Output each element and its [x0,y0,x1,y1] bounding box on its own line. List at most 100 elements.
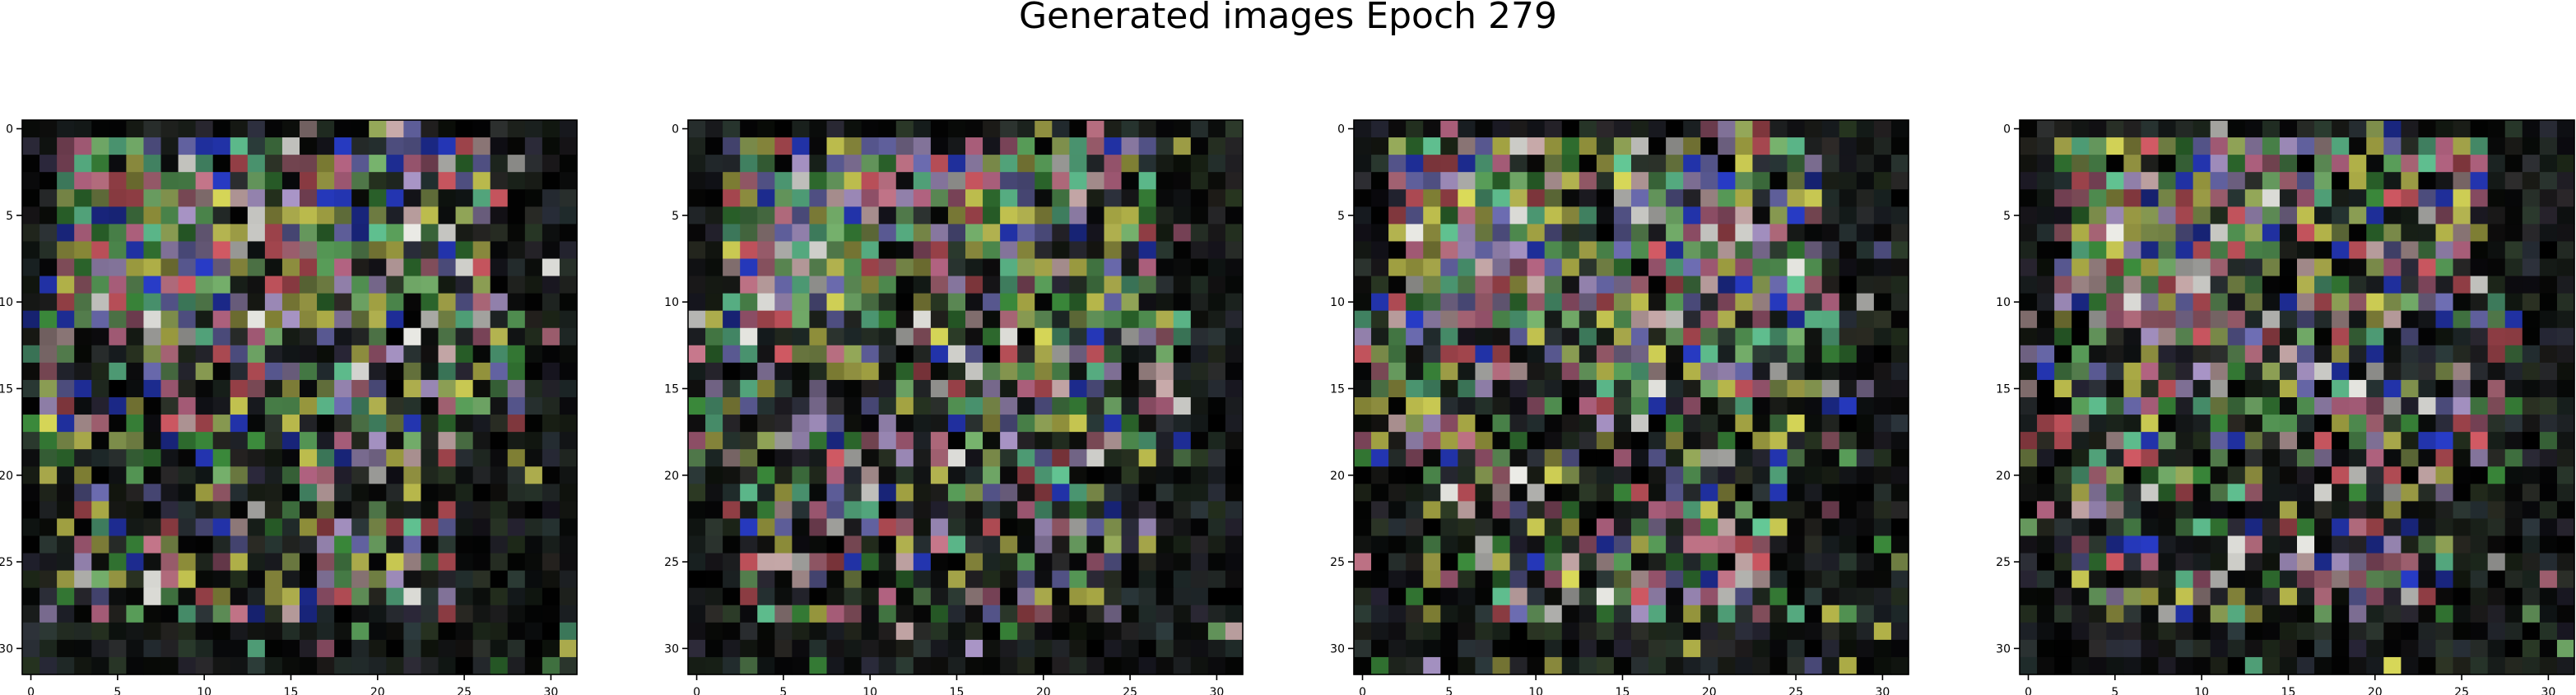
pixel [723,553,741,572]
pixel [57,466,75,484]
pixel [2175,258,2194,277]
pixel [264,189,283,207]
pixel [2401,518,2420,537]
pixel [2401,587,2420,606]
pixel [792,189,811,207]
pixel [2089,206,2107,225]
pixel [2192,639,2211,658]
pixel [421,189,439,207]
pixel [2539,535,2558,554]
pixel [965,553,983,572]
pixel [1700,449,1718,467]
pixel [2106,362,2124,381]
pixel [317,622,335,641]
pixel [1423,484,1441,502]
pixel [1804,137,1823,155]
pixel [983,501,1001,520]
pixel [1787,397,1806,415]
pixel [1579,466,1597,484]
pixel [826,137,845,155]
pixel [421,241,439,260]
pixel [1856,345,1875,364]
pixel [1613,535,1632,554]
pixel [247,553,266,572]
pixel [2487,432,2506,450]
pixel [1104,518,1123,537]
pixel [740,293,758,312]
pixel [2089,449,2107,467]
pixel [1683,276,1701,294]
pixel [1104,432,1123,450]
pixel [559,258,578,277]
pixel [2383,155,2402,173]
pixel [264,518,283,537]
pixel [1509,415,1528,433]
pixel [913,622,932,641]
pixel [2158,379,2177,398]
pixel [1527,570,1546,589]
pixel [2071,276,2090,294]
pixel [143,155,162,173]
pixel [2470,155,2489,173]
pixel [2297,501,2315,520]
pixel [1561,535,1580,554]
pixel [1155,605,1174,623]
pixel [2037,189,2055,207]
pixel [1544,224,1563,243]
pixel [1839,484,1858,502]
pixel [2123,535,2142,554]
pixel [2470,310,2489,329]
pixel [490,327,509,346]
pixel [559,327,578,346]
pixel [947,535,966,554]
pixel [1527,553,1546,572]
pixel [2383,379,2402,398]
pixel [688,484,706,502]
pixel [317,189,335,207]
pixel [1423,224,1441,243]
pixel [438,327,457,346]
pixel [2556,466,2575,484]
pixel [524,432,543,450]
pixel [740,379,758,398]
pixel [2435,466,2454,484]
pixel [878,605,897,623]
pixel [1017,276,1035,294]
pixel [2054,397,2072,415]
pixel [524,258,543,277]
pixel [757,415,775,433]
pixel [1207,345,1226,364]
pixel [1890,241,1909,260]
pixel [878,206,897,225]
pixel [2522,379,2541,398]
pixel [1052,276,1070,294]
pixel [109,172,127,190]
pixel [2054,137,2072,155]
pixel [403,379,422,398]
pixel [40,587,58,606]
pixel [2401,535,2420,554]
pixel [1121,327,1140,346]
pixel [913,276,932,294]
pixel [472,379,491,398]
pixel [524,120,543,138]
pixel [2279,137,2298,155]
pixel [542,518,560,537]
pixel [559,432,578,450]
pixel [1718,155,1736,173]
pixel [844,310,863,329]
pixel [2401,379,2420,398]
pixel [1579,293,1597,312]
pixel [351,605,370,623]
pixel [2089,518,2107,537]
pixel [2349,206,2367,225]
pixel [1225,553,1244,572]
pixel [2470,501,2489,520]
pixel [542,605,560,623]
pixel [2175,241,2194,260]
pixel [2401,466,2420,484]
pixel [1035,206,1053,225]
pixel [109,241,127,260]
pixel [1104,362,1123,381]
pixel [1890,570,1909,589]
